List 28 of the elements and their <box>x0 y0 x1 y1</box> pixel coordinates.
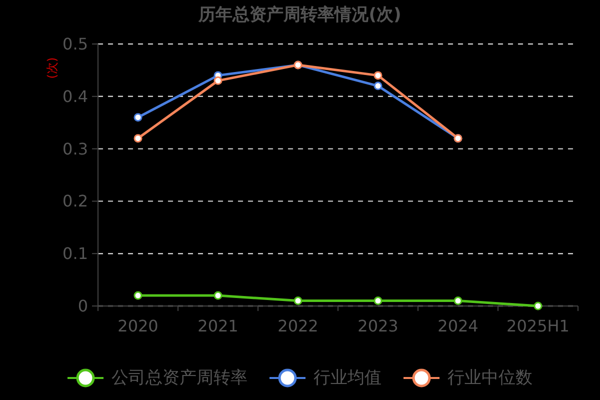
y-tick-label: 0.3 <box>62 139 88 158</box>
legend-label: 公司总资产周转率 <box>112 368 248 388</box>
x-tick-label: 2020 <box>118 316 158 336</box>
point <box>374 82 382 90</box>
point <box>134 113 142 122</box>
y-tick-label: 0.2 <box>62 192 88 211</box>
x-tick-label: 2021 <box>198 316 238 336</box>
x-tick-label: 2025H1 <box>506 316 570 336</box>
chart-title: 历年总资产周转率情况(次) <box>198 5 402 25</box>
point <box>134 291 142 300</box>
x-tick-label: 2022 <box>278 316 318 336</box>
y-axis-title: (次) <box>45 57 59 79</box>
x-tick-label: 2023 <box>358 316 398 336</box>
point <box>214 291 222 300</box>
y-tick-label: 0.5 <box>62 34 88 54</box>
y-tick-label: 0.1 <box>62 244 88 264</box>
point <box>534 302 542 310</box>
point <box>374 71 382 80</box>
legend-label: 行业中位数 <box>448 368 532 388</box>
point <box>294 296 302 306</box>
x-tick-label: 2024 <box>438 316 478 336</box>
y-tick-label: 0 <box>78 296 88 316</box>
point <box>454 296 462 306</box>
point <box>214 76 222 85</box>
point <box>374 296 382 306</box>
legend-label: 行业均值 <box>314 368 382 388</box>
y-tick-label: 0.4 <box>62 86 88 106</box>
point <box>134 134 142 143</box>
